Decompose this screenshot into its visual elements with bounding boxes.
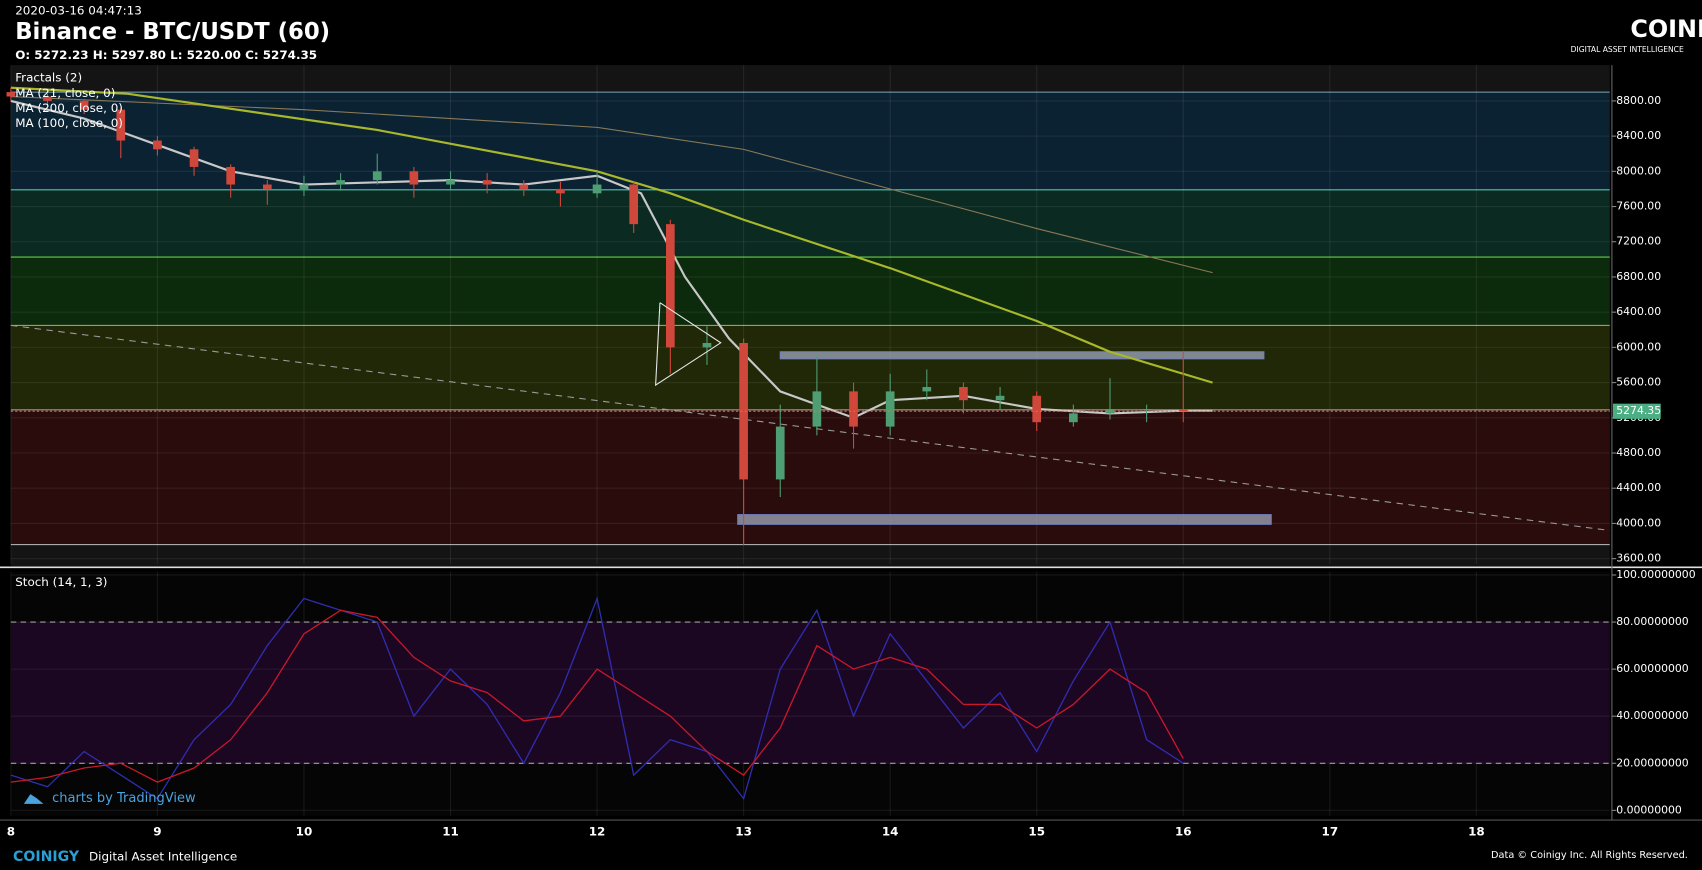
logo-icon xyxy=(23,794,44,804)
price-tag-label: 5274.35 xyxy=(1616,404,1661,417)
candle-body xyxy=(995,395,1005,401)
x-tick-label: 11 xyxy=(442,825,459,839)
x-tick-label: 13 xyxy=(735,825,752,839)
level-band xyxy=(10,189,1610,258)
x-tick-label: 17 xyxy=(1322,825,1339,839)
candle-body xyxy=(262,184,272,189)
legend-label: Fractals (2) xyxy=(15,71,82,85)
y-tick-label: 7200.00 xyxy=(1616,235,1661,248)
candle-body xyxy=(1069,413,1078,423)
candle-body xyxy=(775,426,785,480)
candle-body xyxy=(519,184,529,189)
copyright: Data © Coinigy Inc. All Rights Reserved. xyxy=(1491,850,1688,861)
level-band xyxy=(10,325,1610,410)
y-tick-label: 8800.00 xyxy=(1616,94,1661,107)
y-tick-label: 6000.00 xyxy=(1616,340,1661,353)
legend-label: MA (21, close, 0) xyxy=(15,86,115,100)
y-tick-label: 8400.00 xyxy=(1616,129,1661,142)
y-tick-label: 6400.00 xyxy=(1616,305,1661,318)
logo: COINIGY xyxy=(1630,15,1702,43)
x-tick-label: 14 xyxy=(882,825,899,839)
brand-tagline: Digital Asset Intelligence xyxy=(89,849,237,863)
candle-body xyxy=(849,391,858,427)
candle-body xyxy=(1032,395,1042,423)
x-tick-label: 8 xyxy=(7,825,15,839)
candle-body xyxy=(336,180,345,185)
candle-body xyxy=(189,149,199,167)
ohlc: O: 5272.23 H: 5297.80 L: 5220.00 C: 5274… xyxy=(15,48,317,62)
level-band xyxy=(10,257,1610,326)
y-tick-label: 4000.00 xyxy=(1616,516,1661,529)
x-tick-label: 10 xyxy=(296,825,313,839)
candle-body xyxy=(922,386,932,392)
candle-body xyxy=(446,180,455,185)
candle-body xyxy=(556,188,565,194)
watermark: charts by TradingView xyxy=(52,791,196,806)
candle-body xyxy=(739,342,748,480)
y-tick-label: 40.00000000 xyxy=(1616,709,1689,722)
triangle-drawing xyxy=(655,302,722,387)
candle-body xyxy=(702,342,712,348)
y-tick-label: 20.00000000 xyxy=(1616,756,1689,769)
y-tick-label: 60.00000000 xyxy=(1616,662,1689,675)
candle-body xyxy=(409,171,419,185)
x-tick-label: 12 xyxy=(589,825,606,839)
zone-box xyxy=(737,514,1272,525)
y-tick-label: 100.00000000 xyxy=(1616,568,1695,581)
y-tick-label: 4800.00 xyxy=(1616,446,1661,459)
ma-line xyxy=(10,86,1213,384)
y-tick-label: 7600.00 xyxy=(1616,200,1661,213)
y-tick-label: 80.00000000 xyxy=(1616,615,1689,628)
candle-body xyxy=(1142,408,1151,411)
y-tick-label: 5600.00 xyxy=(1616,376,1661,389)
candle-body xyxy=(665,224,675,348)
stoch-line xyxy=(10,609,1184,783)
x-tick-label: 9 xyxy=(153,825,161,839)
legend-label: MA (100, close, 0) xyxy=(15,116,123,130)
x-tick-label: 15 xyxy=(1028,825,1045,839)
stoch-label: Stoch (14, 1, 3) xyxy=(15,575,107,589)
x-tick-label: 18 xyxy=(1468,825,1485,839)
candle-body xyxy=(592,184,602,194)
candle-body xyxy=(153,140,162,150)
ma-line xyxy=(10,99,1213,419)
candle-body xyxy=(43,96,52,101)
candle-body xyxy=(79,100,89,110)
candle-body xyxy=(116,109,126,141)
legend-label: MA (200, close, 0) xyxy=(15,101,123,115)
y-tick-label: 8000.00 xyxy=(1616,164,1661,177)
timestamp: 2020-03-16 04:47:13 xyxy=(15,3,142,17)
stoch-band xyxy=(10,622,1610,764)
candle-body xyxy=(482,180,492,185)
candle-body xyxy=(1178,408,1188,412)
title: Binance - BTC/USDT (60) xyxy=(15,19,330,45)
y-tick-label: 0.00000000 xyxy=(1616,803,1682,816)
candle-body xyxy=(6,92,16,97)
candle-body xyxy=(885,391,895,427)
tradingview-logo xyxy=(23,794,44,804)
y-tick-label: 3600.00 xyxy=(1616,552,1661,565)
y-tick-label: 4400.00 xyxy=(1616,481,1661,494)
trend-line xyxy=(10,324,1610,532)
y-tick-label: 6800.00 xyxy=(1616,270,1661,283)
candle-body xyxy=(629,184,639,225)
x-tick-label: 16 xyxy=(1175,825,1192,839)
candle-body xyxy=(299,184,309,189)
candle-body xyxy=(812,391,822,427)
ma-line xyxy=(10,96,1213,274)
logo-tagline: DIGITAL ASSET INTELLIGENCE xyxy=(1571,45,1684,54)
zone-box xyxy=(779,351,1265,360)
candle-body xyxy=(372,171,382,181)
candle-body xyxy=(226,166,236,185)
price-tag xyxy=(1612,403,1661,419)
brand: COINIGY xyxy=(13,849,80,865)
candle-body xyxy=(959,386,968,401)
